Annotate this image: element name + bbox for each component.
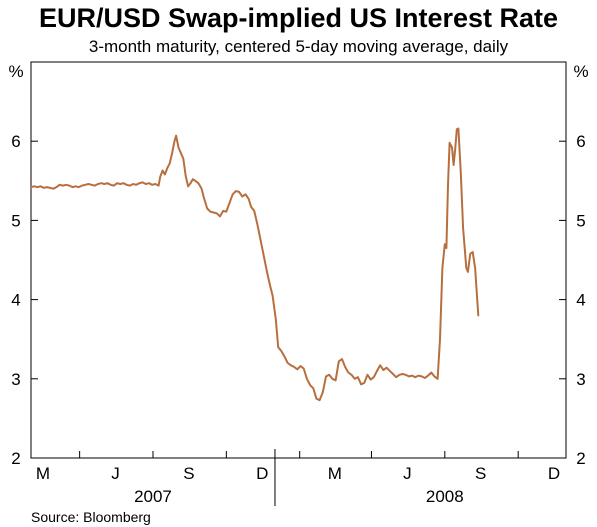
plot-frame (30, 61, 567, 459)
y-unit-left: % (8, 62, 23, 81)
y-tick-label-right: 6 (576, 132, 585, 151)
month-label: J (111, 464, 120, 483)
ticks-layer (31, 140, 566, 506)
year-label: 2008 (426, 487, 464, 506)
chart-subtitle: 3-month maturity, centered 5-day moving … (88, 37, 509, 56)
y-tick-label-left: 4 (11, 291, 20, 310)
year-label: 2007 (134, 487, 172, 506)
y-tick-label-left: 3 (11, 370, 20, 389)
month-label: S (475, 464, 486, 483)
labels-layer: 2 2 3 3 4 4 5 5 6 6 M J S D M J S D 2007 2008 (11, 132, 585, 506)
month-label: D (548, 464, 560, 483)
month-label: M (36, 464, 50, 483)
month-label: D (256, 464, 268, 483)
y-tick-label-right: 5 (576, 211, 585, 230)
month-label: S (183, 464, 194, 483)
y-tick-label-right: 3 (576, 370, 585, 389)
chart-title: EUR/USD Swap-implied US Interest Rate (38, 3, 559, 33)
y-tick-label-right: 2 (576, 449, 585, 468)
y-tick-label-left: 5 (11, 211, 20, 230)
source-note: Source: Bloomberg (31, 509, 151, 525)
y-unit-right: % (573, 62, 588, 81)
month-label: J (403, 464, 412, 483)
series-line (30, 127, 480, 402)
y-tick-label-right: 4 (576, 291, 585, 310)
month-label: M (328, 464, 342, 483)
y-tick-label-left: 6 (11, 132, 20, 151)
y-tick-label-left: 2 (11, 449, 20, 468)
